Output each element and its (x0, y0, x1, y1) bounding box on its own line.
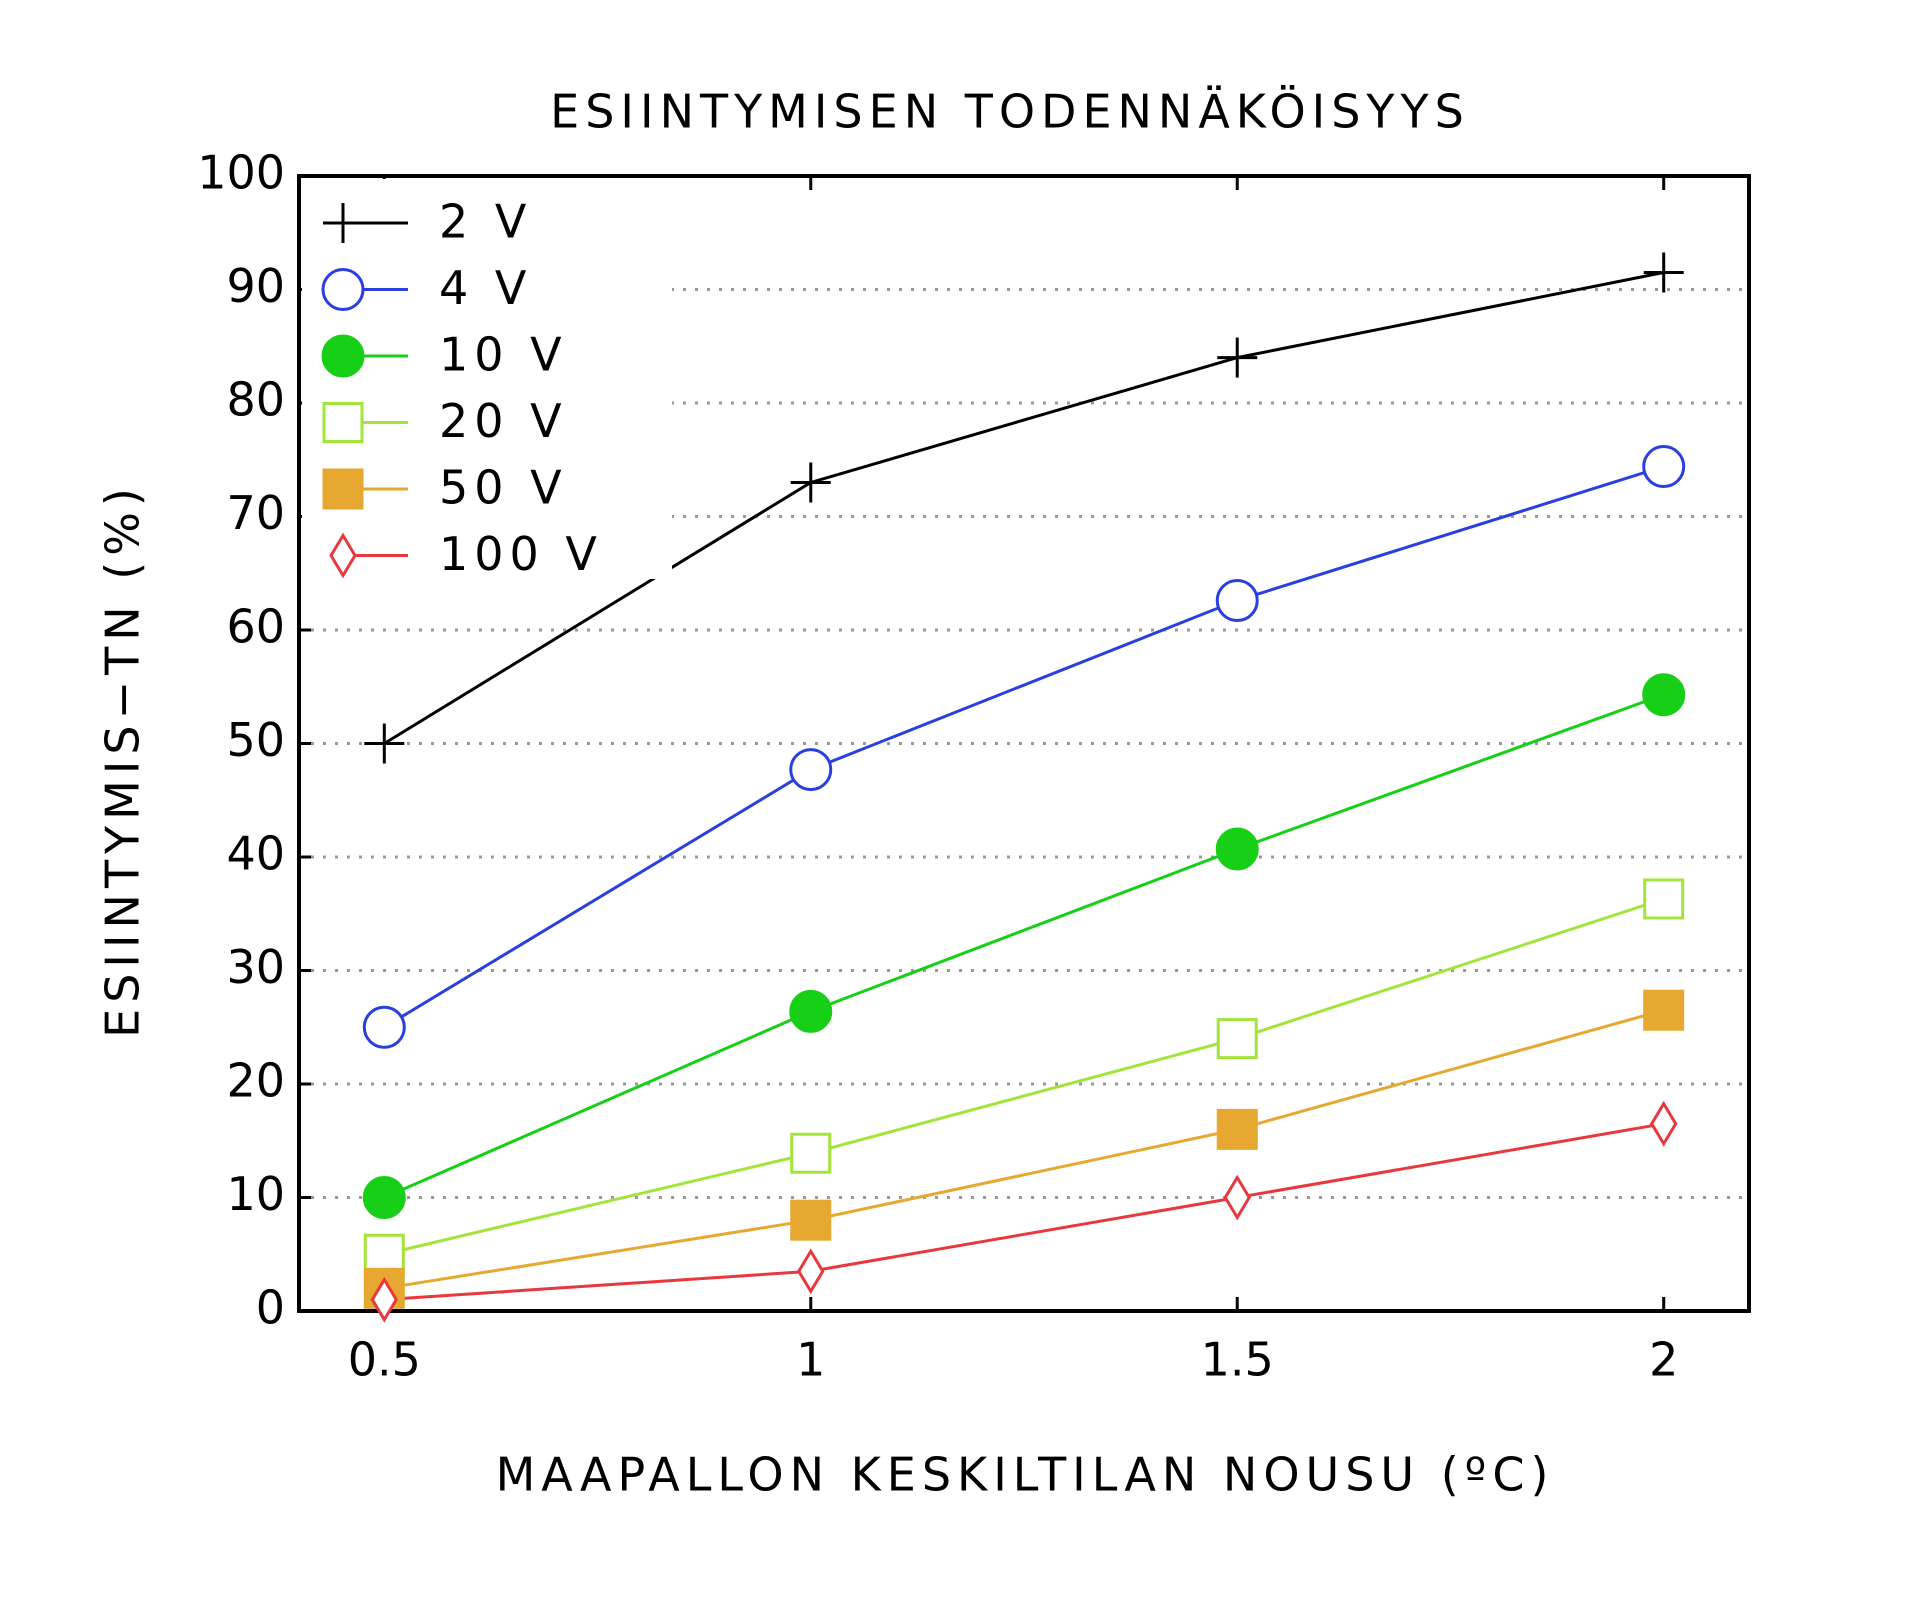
legend-label: 10 V (439, 328, 568, 382)
marker (1223, 1174, 1251, 1221)
y-tick-label: 70 (226, 486, 285, 540)
series-line (383, 271, 1665, 745)
marker (362, 1176, 406, 1219)
y-tick-label: 90 (226, 259, 285, 313)
x-axis-label: MAAPALLON KESKILTILAN NOUSU (ºC) (496, 1448, 1555, 1502)
series-line (384, 1008, 1665, 1290)
x-tick-label: 1.5 (1201, 1333, 1274, 1387)
series-line (383, 897, 1665, 1256)
series-line (383, 693, 1665, 1199)
x-tick-label: 1 (796, 1333, 825, 1387)
marker (321, 334, 365, 378)
y-tick-label: 20 (226, 1054, 285, 1108)
marker (370, 1276, 399, 1323)
x-tick-label: 0.5 (348, 1333, 421, 1387)
marker (790, 462, 831, 503)
legend-label: 4 V (439, 261, 532, 315)
marker (1643, 252, 1684, 293)
marker (1216, 1018, 1258, 1060)
legend-label: 20 V (439, 394, 568, 448)
y-tick-label: 10 (226, 1167, 285, 1221)
y-tick-label: 100 (197, 146, 285, 200)
plot-frame (297, 174, 1751, 1313)
legend-label: 100 V (439, 527, 603, 581)
marker (363, 1233, 405, 1275)
marker (321, 268, 365, 311)
marker (789, 748, 833, 792)
y-tick-label: 0 (256, 1281, 285, 1335)
legend: 2 V 4 V 10 V 20 V 50 V 100 V (302, 179, 672, 581)
marker (364, 723, 405, 764)
marker (1642, 445, 1686, 489)
series-line (383, 465, 1665, 1029)
marker (362, 1005, 406, 1049)
marker (323, 203, 363, 243)
y-tick-label: 30 (226, 940, 285, 994)
marker (1649, 1100, 1678, 1147)
marker (790, 1132, 832, 1174)
legend-background (302, 179, 672, 579)
marker (329, 532, 357, 579)
y-axis-label: ESIINTYMIS−TN (%) (96, 482, 150, 1038)
marker (797, 1248, 825, 1295)
marker (1215, 827, 1259, 871)
chart-title: ESIINTYMISEN TODENNÄKÖISYYS (550, 85, 1470, 139)
marker (322, 468, 364, 510)
marker (1642, 673, 1686, 717)
marker (1643, 878, 1685, 920)
marker (1215, 578, 1259, 622)
marker (1217, 337, 1258, 378)
legend-label: 2 V (439, 195, 532, 249)
x-tick-label: 2 (1649, 1333, 1678, 1387)
marker (1643, 989, 1685, 1031)
y-tick-label: 80 (226, 373, 285, 427)
marker (789, 989, 833, 1033)
y-tick-label: 40 (226, 827, 285, 881)
y-tick-label: 50 (226, 713, 285, 767)
y-tick-label: 60 (226, 600, 285, 654)
marker (1216, 1108, 1258, 1150)
series-line (384, 1122, 1664, 1302)
marker (790, 1199, 832, 1241)
legend-label: 50 V (439, 461, 568, 515)
marker (322, 402, 364, 443)
